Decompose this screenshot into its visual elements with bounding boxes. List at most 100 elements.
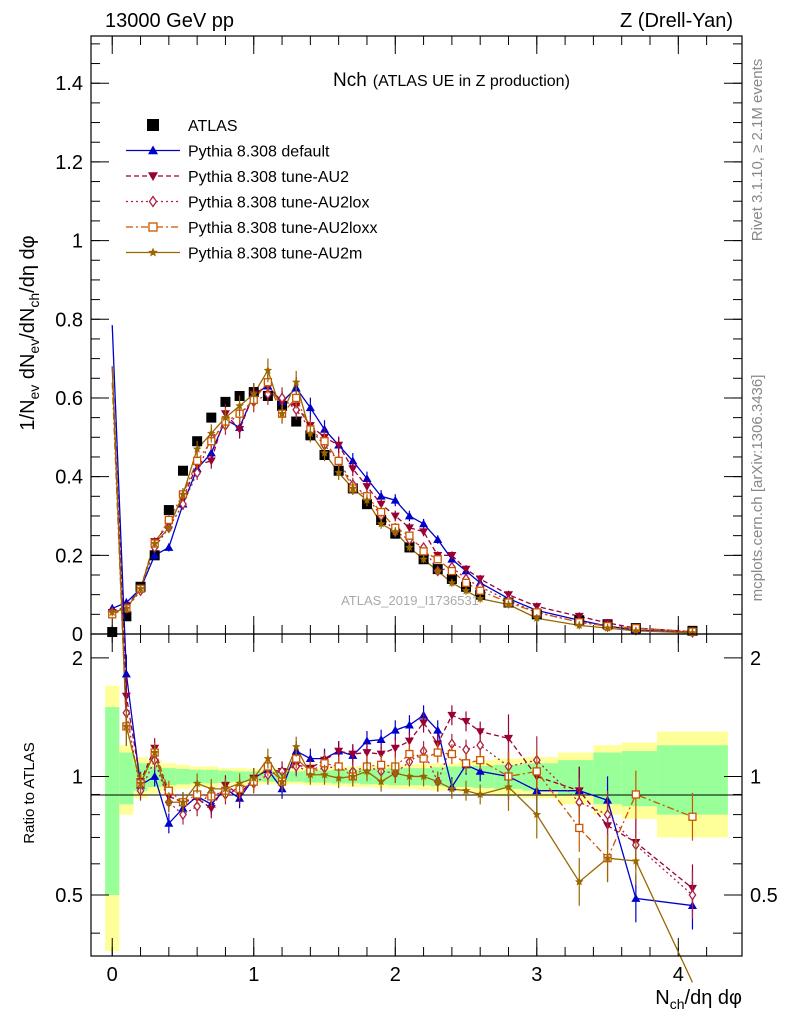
ratio-y-tick-label-right: 0.5 [750, 885, 778, 907]
ratio-point-AU2m [376, 777, 386, 786]
main-ticks [91, 36, 742, 635]
data-point-AU2loxx [334, 456, 343, 466]
ratio-line-AU2 [111, 366, 693, 889]
inner-uncertainty-band [175, 768, 191, 785]
data-point-AU2loxx [164, 515, 173, 525]
inner-uncertainty-band [105, 707, 120, 895]
data-point-AU2loxx [419, 547, 428, 556]
ratio-point-AU2m [235, 778, 244, 788]
data-point-default [150, 550, 160, 559]
data-point-AU2m [461, 586, 471, 595]
x-axis-label: Nch/dη dφ [655, 987, 742, 1012]
ratio-point-AU2m [631, 856, 641, 865]
main-data-marks [107, 358, 698, 639]
legend-marker [148, 172, 158, 181]
data-point-AU2m [249, 389, 258, 398]
ratio-point-default [362, 736, 372, 745]
data-point-AU2loxx [376, 507, 386, 517]
data-point-AU2m [391, 527, 400, 536]
y-tick-label: 0.2 [55, 545, 83, 567]
y-tick-label: 1.4 [55, 73, 83, 95]
ratio-point-default [433, 725, 443, 734]
rivet-label: Rivet 3.1.10, ≥ 2.1M events [749, 59, 766, 242]
ratio-point-AU2lox [193, 800, 202, 812]
ratio-point-default [376, 735, 386, 744]
data-point-AU2m [235, 401, 244, 410]
data-point-AU2m [277, 409, 287, 418]
data-point-AU2m [532, 613, 542, 622]
inner-uncertainty-band [558, 760, 594, 795]
ratio-y-tick-label: 1 [72, 766, 83, 788]
series-line-AU2lox [112, 393, 693, 634]
ratio-point-AU2m [405, 772, 414, 781]
data-point-AU2m [306, 428, 315, 437]
data-point-default [390, 495, 400, 504]
data-point-AU2m [178, 489, 188, 498]
ratio-point-AU2 [390, 744, 400, 753]
ratio-point-AU2m [136, 778, 145, 788]
data-point-default [433, 535, 443, 543]
ratio-point-AU2loxx [461, 759, 471, 768]
ratio-point-AU2loxx [631, 790, 641, 799]
data-point-default [348, 456, 358, 465]
ratio-point-AU2loxx [447, 749, 457, 759]
ratio-point-AU2lox [603, 808, 612, 821]
x-tick-label: 4 [673, 964, 684, 986]
legend-marker [148, 247, 158, 257]
ratio-point-AU2m [504, 782, 513, 791]
ratio-point-AU2 [348, 750, 358, 759]
y-tick-label: 0 [72, 624, 83, 646]
ratio-frame [90, 633, 743, 957]
data-point-default [206, 448, 216, 457]
data-point-AU2loxx [292, 393, 301, 403]
ratio-y-tick-label-right: 1 [750, 766, 761, 788]
ratio-point-AU2 [362, 749, 372, 758]
data-point-default [376, 491, 386, 500]
data-point-ATLAS [177, 465, 188, 476]
ratio-point-AU2m [603, 853, 612, 862]
plot-title-main: Nch [333, 70, 367, 91]
ratio-line-AU2lox [111, 366, 693, 896]
inner-uncertainty-band [204, 769, 219, 784]
series-line-AU2loxx [111, 380, 693, 633]
ratio-point-AU2m [348, 772, 358, 781]
ratio-point-AU2loxx [405, 749, 414, 759]
x-tick-label: 2 [390, 964, 401, 986]
data-point-AU2 [334, 441, 344, 450]
data-point-default [305, 403, 315, 412]
ratio-point-AU2m [277, 777, 287, 786]
ratio-point-AU2lox [476, 739, 485, 751]
y-tick-label: 0.4 [55, 467, 83, 489]
main-panel: 0 0.2 0.4 0.6 0.8 1 1.2 1.4 Nch (ATLAS UE in Z p… [17, 35, 766, 646]
ratio-point-default [404, 720, 414, 729]
ratio-point-AU2 [475, 728, 485, 737]
y-tick-label: 0.6 [55, 388, 83, 410]
x-tick-label: 0 [107, 964, 118, 986]
ratio-point-AU2loxx [688, 812, 697, 821]
process-label: Z (Drell-Yan) [620, 10, 733, 32]
data-point-AU2m [475, 594, 485, 603]
data-point-default [164, 542, 174, 551]
legend-label: Pythia 8.308 default [188, 144, 330, 161]
ratio-point-default [631, 893, 641, 902]
legend-label: Pythia 8.308 tune-AU2loxx [188, 220, 377, 237]
data-point-AU2m [603, 623, 612, 632]
data-point-AU2m [433, 566, 442, 575]
data-point-AU2 [461, 565, 471, 574]
ratio-point-AU2loxx [419, 754, 428, 763]
data-point-AU2loxx [433, 555, 442, 564]
ratio-point-AU2 [404, 737, 414, 746]
data-point-AU2loxx [447, 566, 457, 576]
data-point-AU2loxx [405, 531, 414, 540]
data-point-ATLAS [163, 505, 174, 516]
ratio-point-AU2m [122, 721, 131, 730]
ratio-point-AU2m [447, 784, 457, 793]
ratio-point-AU2loxx [532, 767, 541, 776]
ratio-point-AU2 [503, 734, 513, 743]
data-point-AU2m [362, 495, 372, 504]
data-point-AU2lox [292, 404, 301, 416]
data-point-default [362, 474, 372, 482]
legend-marker [148, 145, 158, 155]
ratio-tick-labels: 0.5 0.5 1 1 2 2 0 1 2 3 4 [55, 648, 778, 986]
